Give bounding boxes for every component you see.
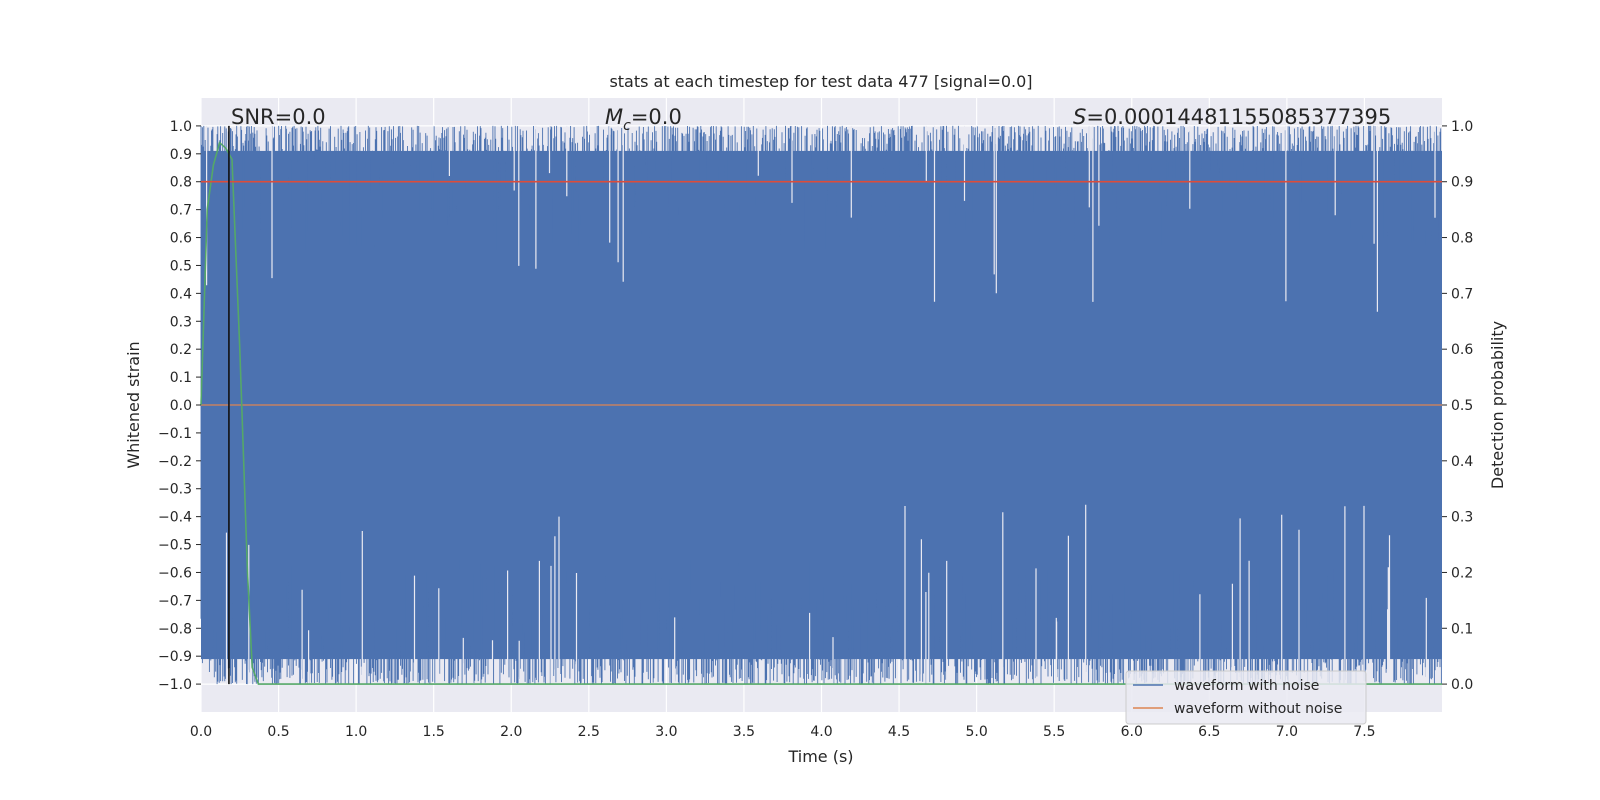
y-tick-label: 0.1: [170, 370, 192, 386]
chirp-mass-annotation: Mc=0.0: [605, 105, 682, 134]
x-ticks: 0.0 0.5 1.0 1.5 2.0 2.5 3.0 3.5 4.0 4.5 5.0 5.5 6.0 6…: [190, 724, 1376, 740]
y-tick-label: 0.5: [170, 258, 192, 274]
y-right-tick-label: 0.3: [1451, 510, 1473, 526]
x-tick-label: 7.0: [1276, 724, 1298, 740]
x-tick-label: 0.0: [190, 724, 212, 740]
y-right-tick-label: 0.7: [1451, 286, 1473, 302]
y-axis-label: Whitened strain: [124, 341, 143, 468]
s-symbol: S: [1073, 105, 1086, 129]
y-right-tick-label: 1.0: [1451, 119, 1473, 135]
y-tick-label: 0.9: [170, 147, 192, 163]
y-ticks: 1.0 0.9 0.8 0.7 0.6 0.5 0.4 0.3 0.2 0.1 0.0 −0.1 −0.…: [158, 119, 201, 693]
legend-box: [1125, 670, 1367, 725]
y-right-tick-label: 0.4: [1451, 454, 1473, 470]
y-right-tick-label: 0.5: [1451, 398, 1473, 414]
chart-title: stats at each timestep for test data 477…: [609, 72, 1032, 91]
y-axis-label-right: Detection probability: [1488, 321, 1507, 489]
x-tick-label: 0.5: [267, 724, 289, 740]
y-right-tick-label: 0.6: [1451, 342, 1473, 358]
chirp-mass-subscript: c: [623, 118, 631, 134]
y-tick-label: 0.4: [170, 286, 192, 302]
legend-label-clean: waveform without noise: [1174, 701, 1342, 717]
y-tick-label: −0.4: [158, 510, 192, 526]
y-tick-label: −0.8: [158, 621, 192, 637]
x-tick-label: 4.5: [888, 724, 910, 740]
x-tick-label: 2.0: [500, 724, 522, 740]
y-tick-label: 0.8: [170, 175, 192, 191]
x-tick-label: 3.0: [655, 724, 677, 740]
y-tick-label: −0.3: [158, 482, 192, 498]
noise-dropouts: [206, 125, 1436, 685]
x-tick-label: 6.0: [1121, 724, 1143, 740]
chirp-mass-value: =0.0: [631, 105, 682, 129]
x-tick-label: 4.0: [810, 724, 832, 740]
s-annotation: S=0.00014481155085377395: [1073, 105, 1391, 129]
x-axis-label: Time (s): [787, 747, 853, 766]
y-tick-label: 1.0: [170, 119, 192, 135]
x-tick-label: 3.5: [733, 724, 755, 740]
y-right-tick-label: 0.9: [1451, 175, 1473, 191]
x-tick-label: 2.5: [578, 724, 600, 740]
x-tick-label: 1.0: [345, 724, 367, 740]
y-tick-label: 0.2: [170, 342, 192, 358]
y-tick-label: 0.0: [170, 398, 192, 414]
series-lines: [200, 125, 1442, 685]
y-right-tick-label: 0.1: [1451, 621, 1473, 637]
x-tick-label: 1.5: [423, 724, 445, 740]
y-tick-label: −0.5: [158, 538, 192, 554]
y-tick-label: −0.9: [158, 649, 192, 665]
x-tick-label: 5.5: [1043, 724, 1065, 740]
x-tick-label: 7.5: [1353, 724, 1375, 740]
legend-label-noise: waveform with noise: [1174, 678, 1319, 694]
y-tick-label: −0.2: [158, 454, 192, 470]
legend: waveform with noise waveform without noi…: [1125, 670, 1367, 725]
y-ticks-right: 1.0 0.9 0.8 0.7 0.6 0.5 0.4 0.3 0.2 0.1 0.0: [1442, 119, 1473, 693]
x-tick-label: 6.5: [1198, 724, 1220, 740]
y-tick-label: −0.6: [158, 565, 192, 581]
snr-annotation: SNR=0.0: [231, 105, 326, 129]
y-tick-label: −1.0: [158, 677, 192, 693]
y-right-tick-label: 0.0: [1451, 677, 1473, 693]
series-noise-waveform: [200, 125, 1442, 685]
y-tick-label: 0.7: [170, 203, 192, 219]
y-tick-label: 0.6: [170, 231, 192, 247]
y-right-tick-label: 0.2: [1451, 565, 1473, 581]
y-tick-label: 0.3: [170, 314, 192, 330]
y-right-tick-label: 0.8: [1451, 231, 1473, 247]
x-tick-label: 5.0: [965, 724, 987, 740]
chirp-mass-symbol: M: [605, 105, 623, 129]
y-tick-label: −0.7: [158, 593, 192, 609]
s-value: =0.00014481155085377395: [1086, 105, 1391, 129]
y-tick-label: −0.1: [158, 426, 192, 442]
series-detection-probability: [200, 141, 1442, 685]
